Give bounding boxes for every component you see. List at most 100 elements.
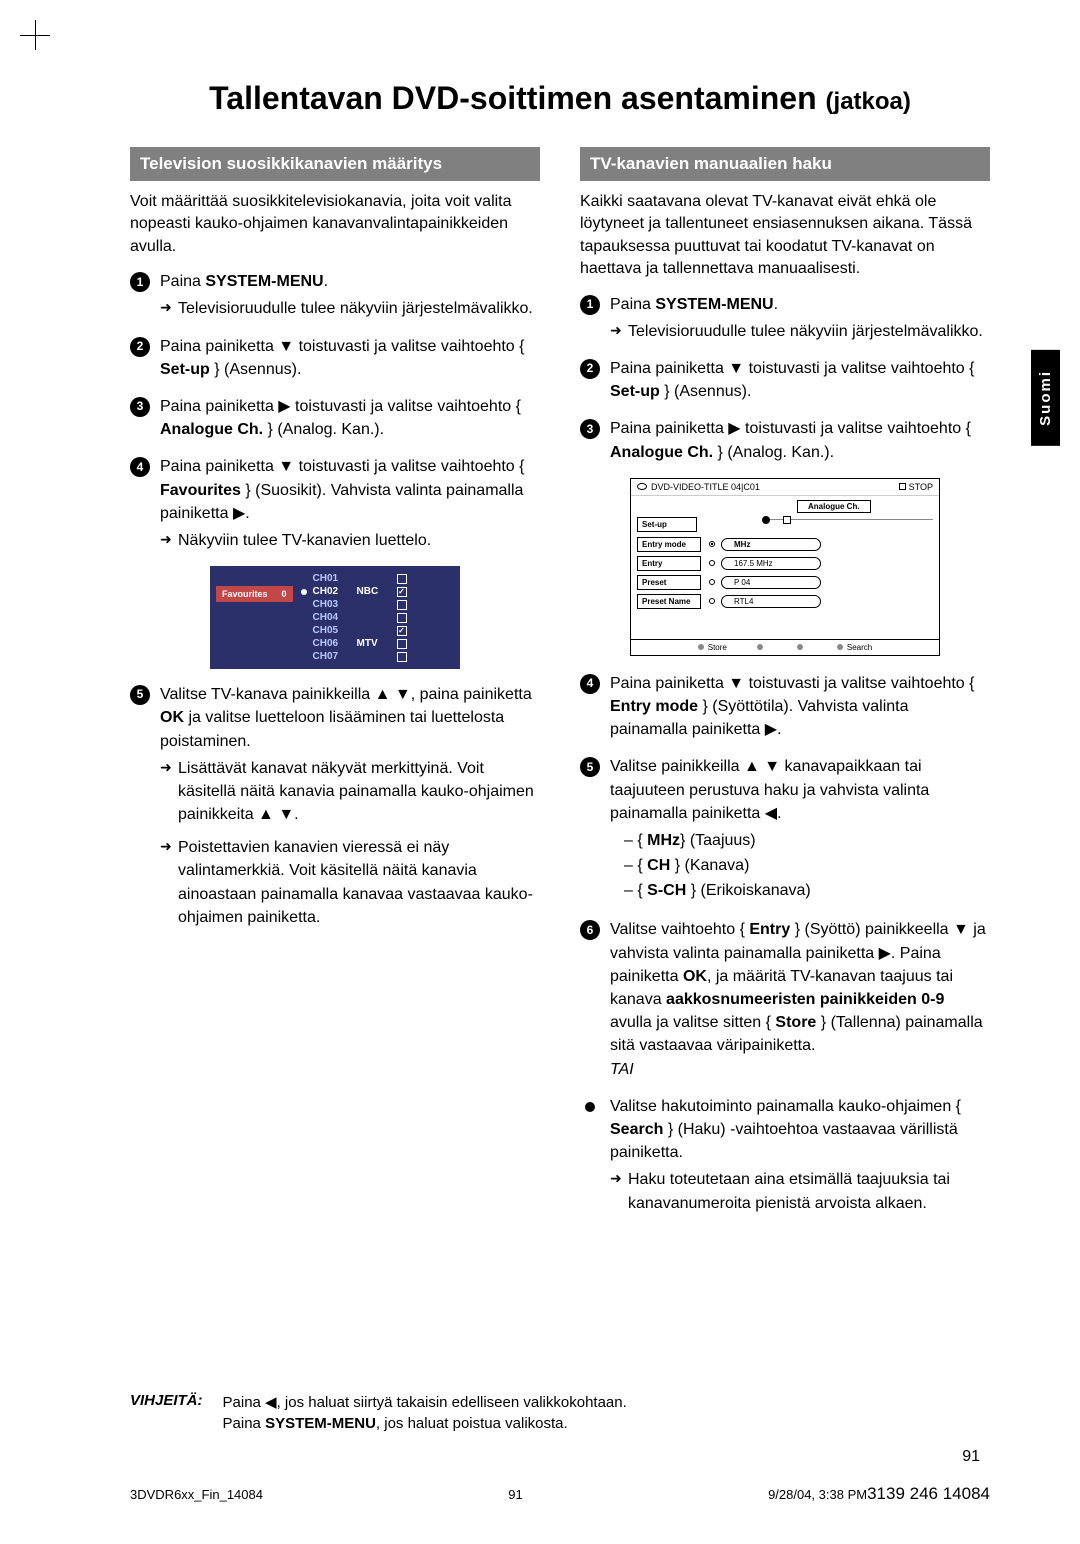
channel-id: CH06 [313,638,351,649]
step-number-icon: 6 [580,920,600,940]
ana-row-label: Entry mode [637,537,701,552]
footer: 3DVDR6xx_Fin_14084 91 9/28/04, 3:38 PM31… [130,1484,990,1504]
title-main: Tallentavan DVD-soittimen asentaminen [209,80,817,116]
right-bullet: Valitse hakutoiminto painamalla kauko-oh… [580,1095,990,1215]
stop-icon [899,483,906,490]
step-number-icon: 2 [580,359,600,379]
step-number-icon: 3 [580,419,600,439]
hints-label: VIHJEITÄ: [130,1392,203,1434]
crop-mark [20,20,50,50]
ana-row-value: RTL4 [721,595,821,608]
right-heading: TV-kanavien manuaalien haku [580,147,990,181]
checkbox-icon [397,600,407,610]
ana-row: Preset P 04 [637,575,933,590]
channel-name: NBC [357,586,391,597]
selection-dot-icon [301,589,307,595]
channel-id: CH03 [313,599,351,610]
step-number-icon: 2 [130,337,150,357]
ana-body: Analogue Ch. Set-up Entry mode MHz Entry 167.… [631,496,939,639]
ana-stop: STOP [899,482,933,492]
favourites-row: CH06 MTV [301,637,454,650]
ana-row: Entry mode MHz [637,537,933,552]
right-step1-sub: Televisioruudulle tulee näkyviin järjest… [610,320,990,343]
language-tab: Suomi [1031,350,1060,446]
checkbox-icon: ✓ [397,587,407,597]
step-number-icon: 1 [130,272,150,292]
ana-row-value: 167.5 MHz [721,557,821,570]
channel-id: CH07 [313,651,351,662]
right-intro: Kaikki saatavana olevat TV-kanavat eivät… [580,191,990,281]
checkbox-icon: ✓ [397,626,407,636]
footer-center: 91 [508,1487,522,1502]
ana-row-value: MHz [721,538,821,551]
radio-icon [709,598,715,604]
radio-icon [709,541,715,547]
right-step-1: 1 Paina SYSTEM-MENU. Televisioruudulle t… [580,293,990,343]
right-bullet-sub: Haku toteutetaan aina etsimällä taajuuks… [610,1168,990,1214]
ana-row-value: P 04 [721,576,821,589]
right-step-5: 5 Valitse painikkeilla ▲ ▼ kanavapaikkaa… [580,755,990,904]
channel-id: CH05 [313,625,351,636]
ana-row: Preset Name RTL4 [637,594,933,609]
checkbox-icon [397,574,407,584]
channel-id: CH02 [313,586,351,597]
color-dot-icon [797,644,803,650]
favourites-row: CH01 [301,572,454,585]
checkbox-icon [397,613,407,623]
ana-bottom-bar: Store Search [631,639,939,655]
favourites-list: CH01 CH02 NBC ✓ CH03 CH04 CH05 ✓ CH06 MTV CH07 [301,572,454,663]
dash-list: – { MHz} (Taajuus) – { CH } (Kanava) – {… [624,829,990,903]
channel-id: CH01 [313,573,351,584]
step-number-icon: 4 [580,674,600,694]
footer-left: 3DVDR6xx_Fin_14084 [130,1487,263,1502]
ana-row: Entry 167.5 MHz [637,556,933,571]
radio-icon [709,579,715,585]
right-step-3: 3 Paina painiketta ▶ toistuvasti ja vali… [580,417,990,463]
step-number-icon: 5 [580,757,600,777]
favourites-label: Favourites 0 [216,586,293,602]
step-number-icon: 3 [130,397,150,417]
left-step-1: 1 Paina SYSTEM-MENU. Televisioruudulle t… [130,270,540,320]
color-dot-icon [837,644,843,650]
ana-row-label: Set-up [637,517,697,532]
left-step-4: 4 Paina painiketta ▼ toistuvasti ja vali… [130,455,540,552]
step-number-icon: 1 [580,295,600,315]
favourites-row: CH07 [301,650,454,663]
left-step-5: 5 Valitse TV-kanava painikkeilla ▲ ▼, pa… [130,683,540,929]
left-heading: Television suosikkikanavien määritys [130,147,540,181]
disc-icon [637,483,647,490]
favourites-row: CH05 ✓ [301,624,454,637]
left-step5-sub2: Poistettavien kanavien vieressä ei näy v… [160,836,540,929]
checkbox-icon [397,652,407,662]
right-step-6: 6 Valitse vaihtoehto { Entry } (Syöttö) … [580,918,990,1080]
ana-row-label: Preset Name [637,594,701,609]
ana-row: Set-up [637,517,933,533]
color-dot-icon [757,644,763,650]
left-step4-sub: Näkyviin tulee TV-kanavien luettelo. [160,529,540,552]
left-intro: Voit määrittää suosikkitelevisiokanavia,… [130,191,540,258]
left-step-2: 2 Paina painiketta ▼ toistuvasti ja vali… [130,335,540,381]
favourites-row: CH02 NBC ✓ [301,585,454,598]
ana-row-label: Entry [637,556,701,571]
left-step5-sub1: Lisättävät kanavat näkyvät merkittyinä. … [160,757,540,827]
favourites-row: CH03 [301,598,454,611]
favourites-screenshot: Favourites 0 CH01CH02NBC✓CH03CH04CH05✓CH… [210,566,460,669]
ana-slider [765,519,933,529]
left-step1-sub: Televisioruudulle tulee näkyviin järjest… [160,297,540,320]
radio-icon [709,560,715,566]
channel-name: MTV [357,638,391,649]
ana-row-label: Preset [637,575,701,590]
step-number-icon: 5 [130,685,150,705]
tai-label: TAI [610,1061,634,1078]
favourites-row: CH04 [301,611,454,624]
hints-section: VIHJEITÄ: Paina ◀, jos haluat siirtyä ta… [130,1392,990,1434]
ana-channel-label: Analogue Ch. [797,500,871,513]
analogue-screenshot: DVD-VIDEO-TITLE 04|C01 STOP Analogue Ch.… [630,478,940,656]
left-column: Television suosikkikanavien määritys Voi… [130,147,540,1229]
checkbox-icon [397,639,407,649]
right-step-4: 4 Paina painiketta ▼ toistuvasti ja vali… [580,672,990,742]
left-step-3: 3 Paina painiketta ▶ toistuvasti ja vali… [130,395,540,441]
right-column: TV-kanavien manuaalien haku Kaikki saata… [580,147,990,1229]
channel-id: CH04 [313,612,351,623]
color-dot-icon [698,644,704,650]
